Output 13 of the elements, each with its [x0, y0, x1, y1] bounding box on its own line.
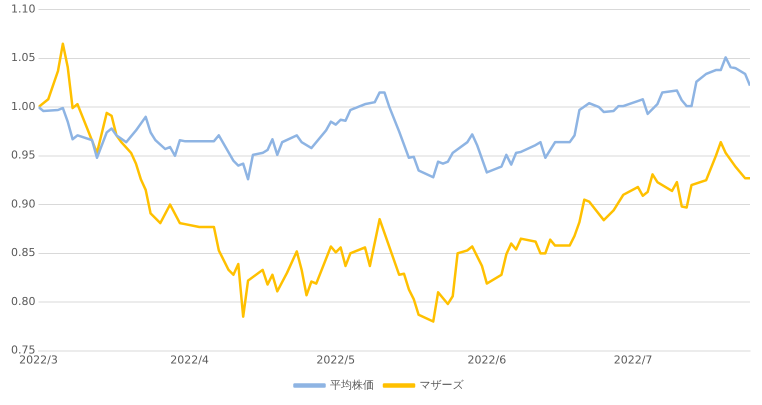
- y-tick-label: 0.90: [10, 197, 36, 210]
- y-tick-label: 1.10: [10, 2, 36, 16]
- x-tick-label: 2022/4: [170, 353, 209, 366]
- legend-label: 平均株価: [330, 378, 374, 392]
- y-tick-label: 0.80: [10, 294, 36, 308]
- x-tick-label: 2022/6: [467, 353, 506, 366]
- x-tick-label: 2022/7: [614, 353, 652, 366]
- y-tick-label: 0.95: [10, 148, 36, 162]
- y-tick-label: 1.05: [10, 51, 36, 64]
- x-tick-label: 2022/5: [316, 353, 356, 366]
- legend-label: マザーズ: [420, 378, 464, 392]
- y-tick-label: 0.85: [10, 246, 36, 260]
- y-tick-label: 1.00: [10, 100, 36, 113]
